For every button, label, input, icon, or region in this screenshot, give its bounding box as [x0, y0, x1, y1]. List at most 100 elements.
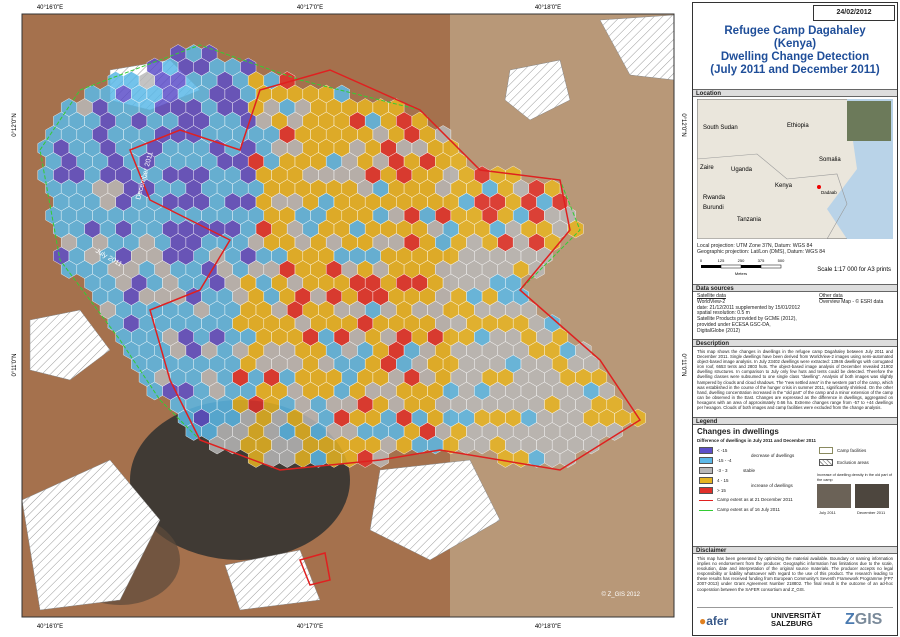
coord-label: 0°11'0"N	[12, 354, 18, 377]
logo-text: Z	[845, 611, 855, 628]
projection-line: Geographic projection: Lat/Lon (DMS), Da…	[697, 249, 826, 255]
scale-seg	[701, 265, 721, 268]
legend-label: < -15	[717, 448, 728, 453]
inset-photo	[817, 484, 851, 508]
scale-label: 0	[700, 258, 703, 263]
exclusion-area	[369, 459, 501, 561]
coord-label: 0°12'0"N	[12, 113, 18, 136]
copyright: © Z_GIS 2012	[602, 591, 641, 598]
sub-header: Satellite data	[697, 293, 726, 299]
legend-swatch	[699, 487, 713, 494]
coord-label: 40°18'0"E	[535, 624, 561, 630]
title-line: (July 2011 and December 2011)	[710, 64, 880, 76]
legend-label: -3 - 3	[717, 468, 728, 473]
scale-seg	[720, 264, 742, 269]
text-line: Overview Map - © ESRI data	[819, 298, 884, 305]
inset-image	[847, 101, 891, 141]
logo-safer: ●afer	[699, 614, 728, 628]
text-line: spatial resolution: 0.5 m	[697, 310, 750, 317]
map-frame	[21, 13, 675, 618]
camp-extent-december	[298, 552, 331, 586]
title-line: Refugee Camp Dagahaley	[724, 25, 866, 37]
other-data: Other data Overview Map - © ESRI data	[819, 293, 884, 306]
site-marker	[817, 185, 821, 189]
legend-swatch	[699, 467, 713, 474]
coord-label: 40°16'0"E	[37, 624, 63, 630]
legend-group: decrease of dwellings	[751, 453, 795, 458]
scale-label: 375	[758, 258, 765, 263]
legend-label: Camp facilities	[837, 448, 867, 453]
hexagon	[606, 422, 623, 441]
map-body: December 2011 July 2011 © Z_GIS 2012	[22, 14, 674, 617]
overview-map: South Sudan Ethiopia Somalia Uganda Keny…	[697, 99, 893, 239]
logo-text: UNIVERSITÄT	[771, 611, 822, 620]
legend-swatch	[819, 447, 833, 454]
description: This map shows the changes in dwellings …	[697, 349, 893, 411]
section-header: Location	[693, 89, 897, 97]
inset-photo	[855, 484, 889, 508]
scale-seg	[760, 264, 782, 269]
text-line: WorldView-2	[697, 298, 726, 305]
place-label: Dadaab	[821, 190, 837, 195]
camp-extent-december	[129, 69, 642, 471]
country-label: Burundi	[703, 205, 724, 211]
legend-label: Camp extent as of 16 July 2011	[717, 507, 780, 512]
text-line: DigitalGlobe (2012)	[697, 327, 741, 334]
exclusion-area	[29, 309, 111, 381]
coord-label: 40°18'0"E	[535, 5, 561, 11]
coord-label: 40°16'0"E	[37, 5, 63, 11]
scale-text: Scale 1:17 000 for A3 prints	[817, 267, 891, 273]
section-header: Description	[693, 339, 897, 347]
projection: Local projection: UTM Zone 37N, Datum: W…	[697, 243, 825, 255]
title-line: Dwelling Change Detection	[720, 51, 870, 63]
legend-swatch	[699, 477, 713, 484]
hexagon	[372, 449, 389, 468]
title: Refugee Camp Dagahaley (Kenya) Dwelling …	[693, 25, 897, 77]
legend-swatch	[819, 459, 833, 466]
logo-mark: ●	[699, 614, 707, 628]
legend-label: Camp extent as at 21 December 2011	[717, 497, 793, 502]
scale-label: 125	[718, 258, 725, 263]
country-label: Tanzania	[737, 217, 762, 223]
exclusion-area	[599, 14, 674, 81]
date: 24/02/2012	[813, 5, 895, 21]
legend-swatch	[699, 447, 713, 454]
disclaimer: This map has been generated by optimizin…	[697, 556, 893, 592]
legend-label: -15 - -4	[717, 458, 732, 463]
country-label: Somalia	[819, 157, 841, 163]
country-label: South Sudan	[703, 125, 738, 131]
logo-uni: UNIVERSITÄT SALZBURG	[771, 612, 821, 628]
country-label: Ethiopia	[787, 123, 809, 129]
inset-label: July 2011	[819, 510, 836, 515]
section-header: Disclaimer	[693, 546, 897, 554]
map: December 2011 July 2011 © Z_GIS 2012 40°…	[12, 5, 686, 630]
logo-text: SALZBURG	[771, 619, 813, 628]
country-label: Uganda	[731, 167, 753, 173]
coord-label: 0°11'0"N	[680, 354, 686, 377]
sub-header: Other data	[819, 293, 843, 299]
hexagon	[583, 435, 600, 455]
inset-label: December 2011	[857, 510, 886, 515]
legend-label: 4 - 15	[717, 478, 729, 483]
country-label: Rwanda	[703, 195, 726, 201]
logo-text: afer	[706, 614, 729, 628]
legend-line	[699, 510, 713, 511]
legend-swatch	[699, 457, 713, 464]
logo-zgis: ZGIS	[845, 611, 882, 629]
inset-title: Increase of dwelling density in the old …	[817, 473, 892, 482]
borders	[697, 153, 848, 239]
country-label: Kenya	[775, 183, 793, 189]
exclusion-area	[22, 459, 161, 611]
projection-line: Local projection: UTM Zone 37N, Datum: W…	[697, 243, 813, 249]
text-line: provided under ECESA GSC-DA,	[697, 321, 771, 328]
text-line: Satellite Products provided by GCME (201…	[697, 316, 797, 323]
coord-label: 0°12'0"N	[680, 113, 686, 136]
section-header: Data sources	[693, 284, 897, 292]
logo-text: GIS	[854, 611, 883, 628]
exclusion-area	[504, 59, 571, 121]
text-line: date: 21/12/2011 supplemented by 15/01/2…	[697, 304, 801, 311]
hex-grid	[37, 44, 646, 468]
logos: ●afer UNIVERSITÄT SALZBURG ZGIS	[697, 607, 893, 632]
coord-label: 40°17'0"E	[297, 5, 323, 11]
